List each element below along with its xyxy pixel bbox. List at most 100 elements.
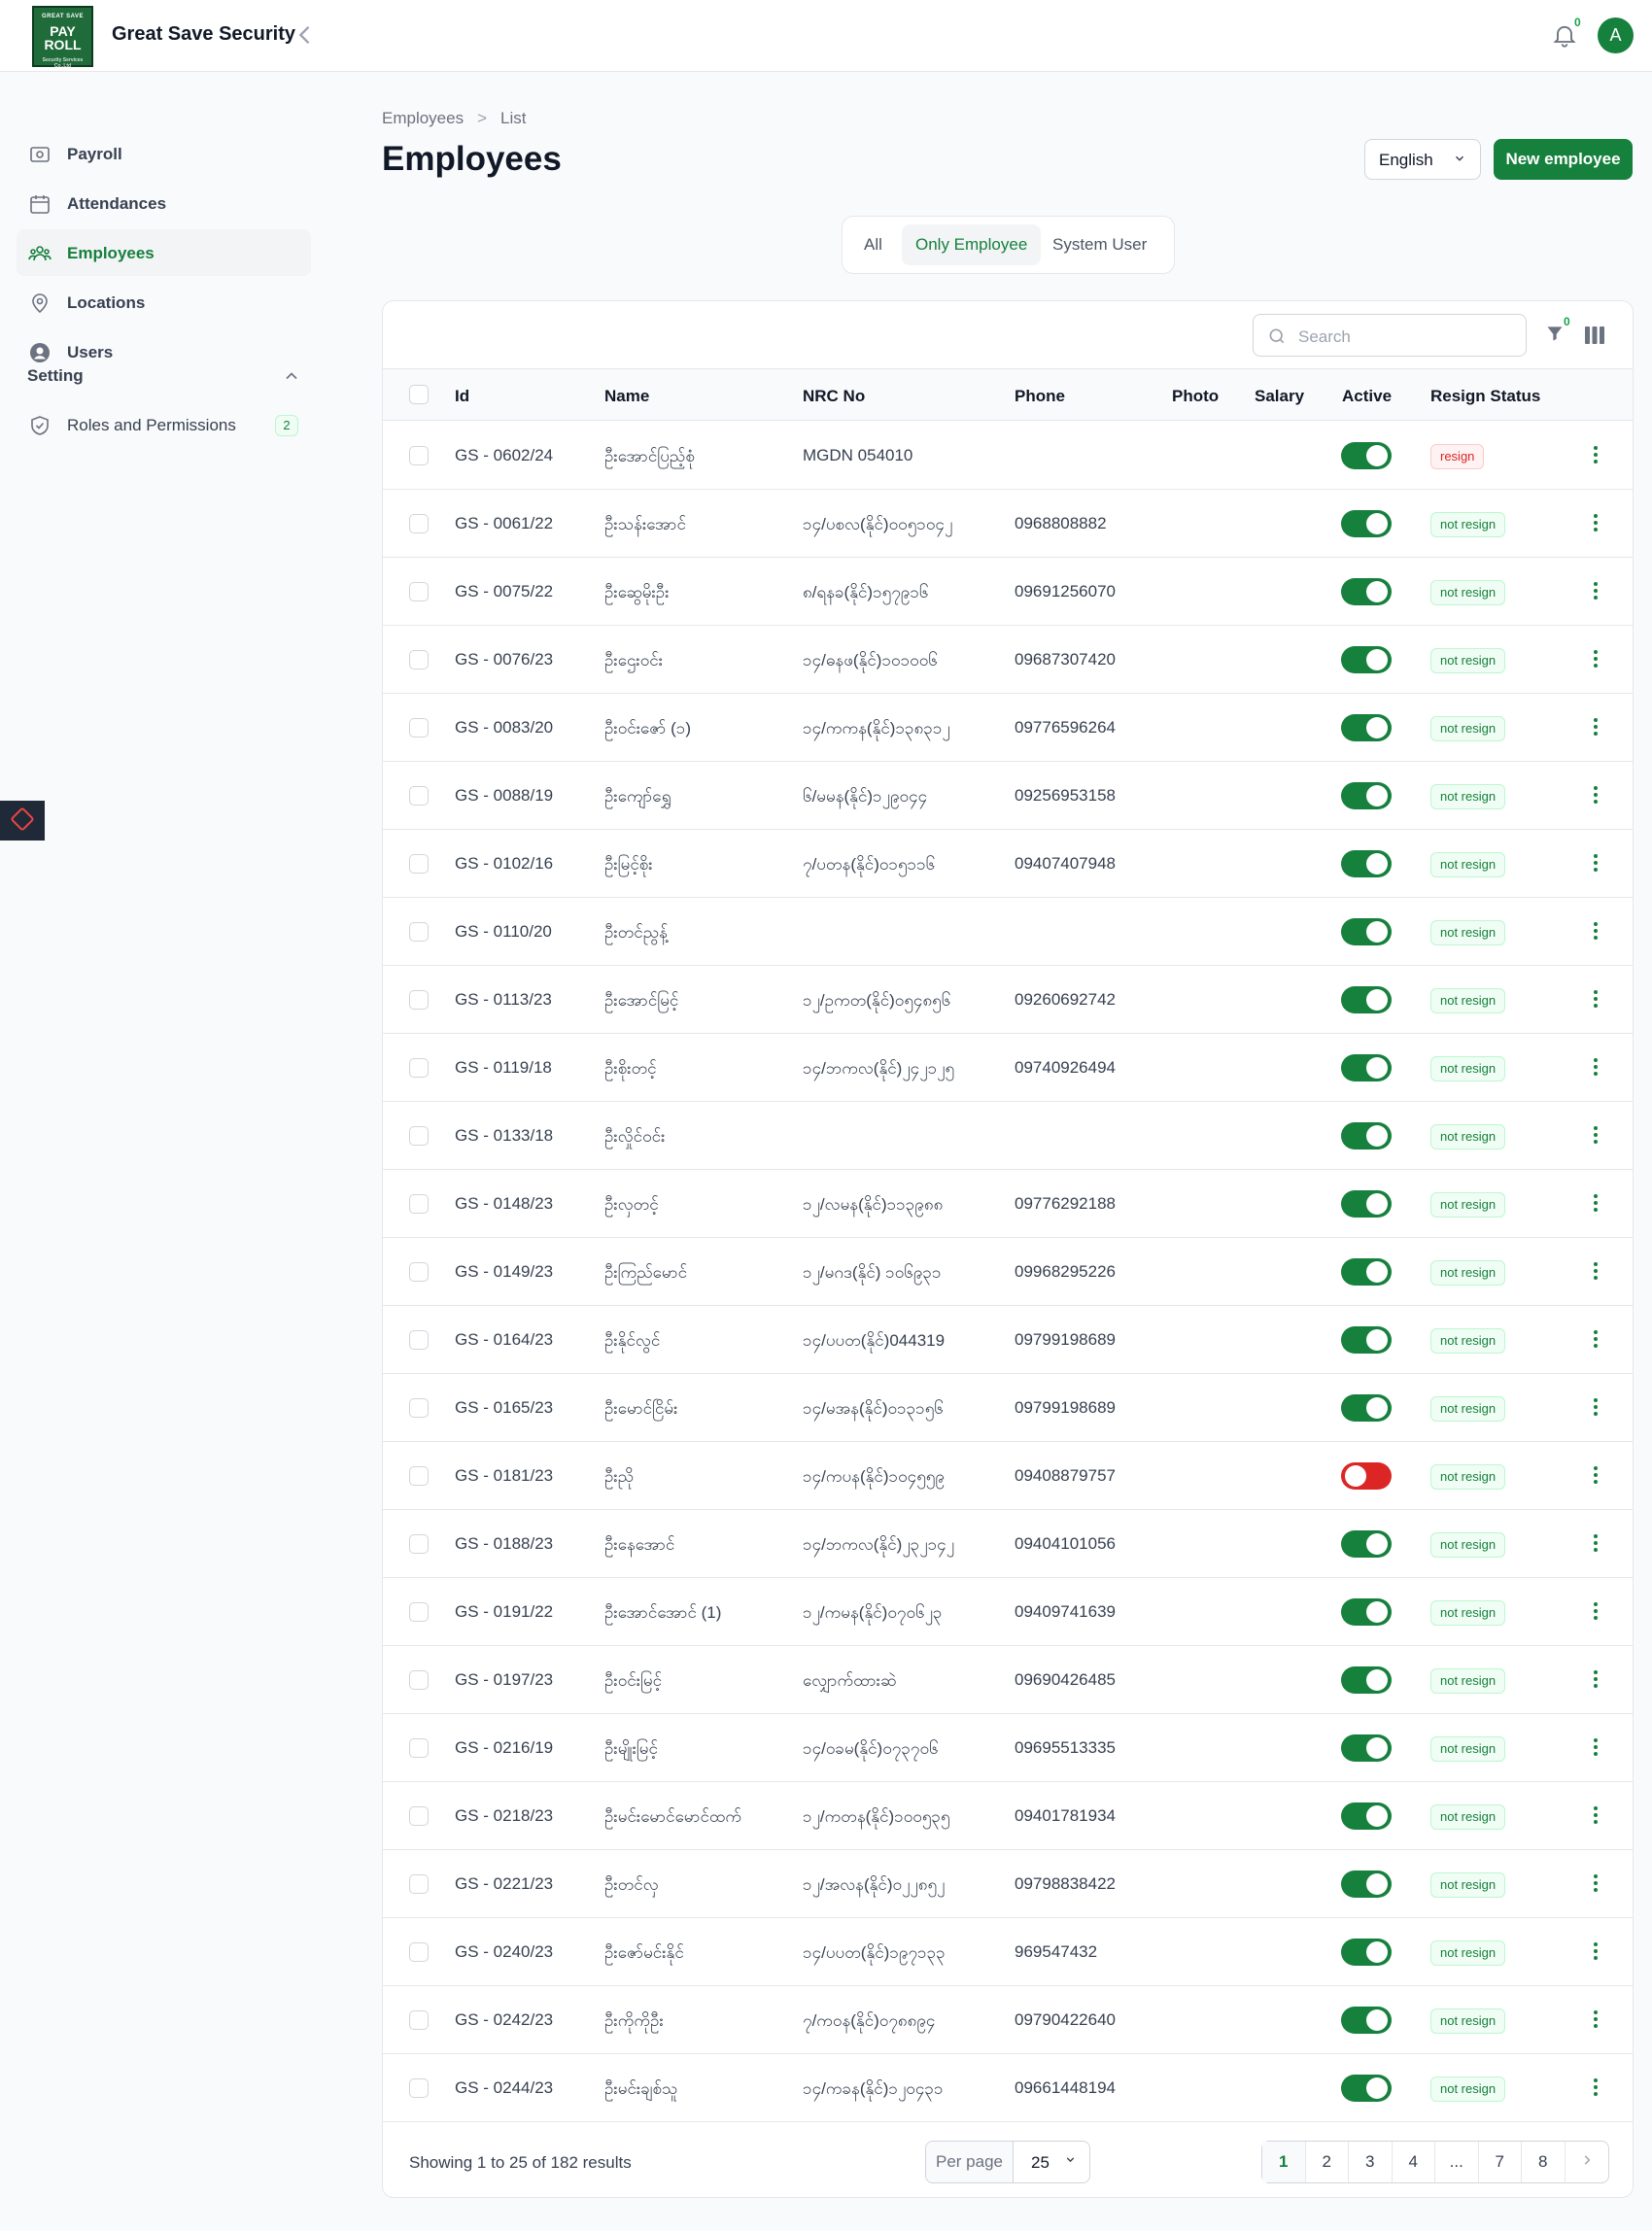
row-actions-button[interactable] — [1592, 1599, 1600, 1625]
row-actions-button[interactable] — [1592, 783, 1600, 808]
active-toggle[interactable] — [1341, 1939, 1392, 1966]
active-toggle[interactable] — [1341, 510, 1392, 537]
new-employee-button[interactable]: New employee — [1494, 139, 1633, 180]
row-checkbox[interactable] — [409, 514, 429, 533]
active-toggle[interactable] — [1341, 1462, 1392, 1490]
table-row[interactable]: GS - 0061/22 ဦးသန်းအောင် ၁၄/ပစလ(နိုင်)၀၀၅၁… — [383, 490, 1633, 558]
column-header-nrc[interactable]: NRC No — [803, 387, 866, 405]
row-checkbox[interactable] — [409, 718, 429, 738]
row-checkbox[interactable] — [409, 446, 429, 465]
column-header-photo[interactable]: Photo — [1172, 387, 1220, 405]
sidebar-item-employees[interactable]: Employees — [17, 229, 311, 276]
table-row[interactable]: GS - 0075/22 ဦးဆွေမိုးဦး ၈/ရနခ(နိုင်)၁၅၇၉၁… — [383, 558, 1633, 626]
table-row[interactable]: GS - 0181/23 ဦးညို ၁၄/ကပန(နိုင်)၁၀၄၅၅၉ 0940… — [383, 1442, 1633, 1510]
row-checkbox[interactable] — [409, 1874, 429, 1894]
row-checkbox[interactable] — [409, 1058, 429, 1078]
column-header-salary[interactable]: Salary — [1255, 387, 1305, 405]
row-actions-button[interactable] — [1592, 715, 1600, 740]
table-row[interactable]: GS - 0216/19 ဦးမျိုးမြင့် ၁၄/ဝခမ(နိုင်)၀၇၃… — [383, 1714, 1633, 1782]
row-actions-button[interactable] — [1592, 987, 1600, 1013]
active-toggle[interactable] — [1341, 1802, 1392, 1830]
app-logo[interactable]: GREAT SAVE PAY ROLL Security Services Co… — [32, 6, 93, 69]
columns-icon[interactable] — [1585, 326, 1604, 344]
table-row[interactable]: GS - 0113/23 ဦးအောင်မြင့် ၁၂/ဥကတ(နိုင်)၀၅၄… — [383, 966, 1633, 1034]
sidebar-item-roles-permissions[interactable]: Roles and Permissions 2 — [17, 401, 311, 448]
debug-toolbar-toggle[interactable] — [0, 801, 45, 841]
row-checkbox[interactable] — [409, 2010, 429, 2030]
row-actions-button[interactable] — [1592, 1531, 1600, 1557]
column-header-active[interactable]: Active — [1342, 387, 1393, 405]
row-actions-button[interactable] — [1592, 1463, 1600, 1489]
row-actions-button[interactable] — [1592, 511, 1600, 536]
row-actions-button[interactable] — [1592, 851, 1600, 876]
page-button[interactable]: 1 — [1262, 2142, 1306, 2182]
row-actions-button[interactable] — [1592, 1667, 1600, 1693]
active-toggle[interactable] — [1341, 1326, 1392, 1354]
row-actions-button[interactable] — [1592, 1395, 1600, 1421]
row-checkbox[interactable] — [409, 1942, 429, 1962]
next-page-button[interactable] — [1566, 2142, 1609, 2182]
table-row[interactable]: GS - 0149/23 ဦးကြည်မောင် ၁၂/မဂဒ(နိုင်) ၁၀၆… — [383, 1238, 1633, 1306]
table-row[interactable]: GS - 0119/18 ဦးစိုးတင့် ၁၄/ဘကလ(နိုင်)၂၄၂၁၂… — [383, 1034, 1633, 1102]
table-row[interactable]: GS - 0221/23 ဦးတင်လှ ၁၂/အလန(နိုင်)၀၂၂၈၅၂ 09… — [383, 1850, 1633, 1918]
page-button[interactable]: 7 — [1479, 2142, 1522, 2182]
active-toggle[interactable] — [1341, 782, 1392, 809]
user-avatar[interactable]: A — [1598, 17, 1634, 53]
active-toggle[interactable] — [1341, 714, 1392, 741]
row-actions-button[interactable] — [1592, 919, 1600, 944]
filter-icon[interactable] — [1545, 323, 1565, 344]
row-actions-button[interactable] — [1592, 1871, 1600, 1897]
table-row[interactable]: GS - 0083/20 ဦးဝင်းဇော် (၁) ၁၄/ကကန(နိုင်)၁… — [383, 694, 1633, 762]
row-actions-button[interactable] — [1592, 2076, 1600, 2101]
tab-system-user[interactable]: System User — [1052, 235, 1148, 254]
search-input[interactable]: Search — [1253, 314, 1527, 357]
row-checkbox[interactable] — [409, 1330, 429, 1350]
row-checkbox[interactable] — [409, 990, 429, 1010]
row-actions-button[interactable] — [1592, 1191, 1600, 1217]
select-all-checkbox[interactable] — [409, 385, 429, 404]
row-actions-button[interactable] — [1592, 1939, 1600, 1965]
tab-only-employee[interactable]: Only Employee — [902, 224, 1042, 265]
table-row[interactable]: GS - 0244/23 ဦးမင်းချစ်သူ ၁၄/ကခန(နိုင်)၁၂၀… — [383, 2054, 1633, 2122]
notifications-button[interactable] — [1551, 21, 1580, 51]
table-row[interactable]: GS - 0240/23 ဦးဇော်မင်းနိုင် ၁၄/ပပတ(နိုင်)… — [383, 1918, 1633, 1986]
row-actions-button[interactable] — [1592, 2008, 1600, 2033]
table-row[interactable]: GS - 0133/18 ဦးလှိုင်ဝင်း not resign — [383, 1102, 1633, 1170]
column-header-phone[interactable]: Phone — [1015, 387, 1065, 405]
active-toggle[interactable] — [1341, 1871, 1392, 1898]
table-row[interactable]: GS - 0188/23 ဦးနေအောင် ၁၄/ဘကလ(နိုင်)၂၃၂၁၄၂… — [383, 1510, 1633, 1578]
table-row[interactable]: GS - 0164/23 ဦးနိုင်လွင် ၁၄/ပပတ(နိုင်)0443… — [383, 1306, 1633, 1374]
row-actions-button[interactable] — [1592, 1259, 1600, 1285]
active-toggle[interactable] — [1341, 1122, 1392, 1150]
active-toggle[interactable] — [1341, 2075, 1392, 2102]
row-actions-button[interactable] — [1592, 1123, 1600, 1149]
tab-all[interactable]: All — [864, 235, 882, 254]
active-toggle[interactable] — [1341, 1598, 1392, 1626]
sidebar-item-attendances[interactable]: Attendances — [17, 180, 311, 226]
active-toggle[interactable] — [1341, 1054, 1392, 1081]
active-toggle[interactable] — [1341, 1530, 1392, 1558]
column-header-name[interactable]: Name — [604, 387, 650, 405]
row-checkbox[interactable] — [409, 1466, 429, 1486]
row-checkbox[interactable] — [409, 582, 429, 601]
active-toggle[interactable] — [1341, 986, 1392, 1013]
active-toggle[interactable] — [1341, 578, 1392, 605]
sidebar-item-users[interactable]: Users — [17, 328, 311, 375]
active-toggle[interactable] — [1341, 1190, 1392, 1218]
row-checkbox[interactable] — [409, 1194, 429, 1214]
active-toggle[interactable] — [1341, 1734, 1392, 1762]
sidebar-group-setting[interactable]: Setting — [27, 366, 84, 385]
row-checkbox[interactable] — [409, 650, 429, 669]
table-row[interactable]: GS - 0102/16 ဦးမြင့်စိုး ၇/ပတန(နိုင်)၀၁၅၁၁… — [383, 830, 1633, 898]
row-checkbox[interactable] — [409, 854, 429, 874]
table-row[interactable]: GS - 0165/23 ဦးမောင်ငြိမ်း ၁၄/မအန(နိုင်)၀၁… — [383, 1374, 1633, 1442]
active-toggle[interactable] — [1341, 1394, 1392, 1422]
row-checkbox[interactable] — [409, 1670, 429, 1690]
table-row[interactable]: GS - 0076/23 ဦးဌေးဝင်း ၁၄/ဓနဖ(နိုင်)၁၀၁၀၀၆… — [383, 626, 1633, 694]
row-checkbox[interactable] — [409, 1602, 429, 1622]
row-checkbox[interactable] — [409, 1738, 429, 1758]
row-checkbox[interactable] — [409, 1534, 429, 1554]
row-actions-button[interactable] — [1592, 579, 1600, 604]
row-checkbox[interactable] — [409, 922, 429, 942]
language-select[interactable]: English — [1364, 139, 1481, 180]
